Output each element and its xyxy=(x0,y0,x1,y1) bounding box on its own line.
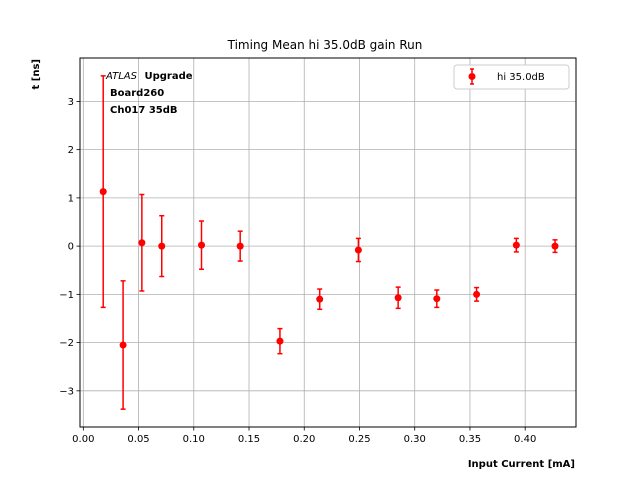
data-point xyxy=(276,337,284,345)
legend-label: hi 35.0dB xyxy=(497,72,545,83)
channel-label: Ch017 35dB xyxy=(110,105,178,116)
chart-title: Timing Mean hi 35.0dB gain Run xyxy=(227,38,423,52)
y-axis-label: t [ns] xyxy=(31,59,42,89)
data-point xyxy=(158,242,166,250)
atlas-label: ATLAS xyxy=(105,71,138,82)
x-tick-label: 0.05 xyxy=(127,434,149,445)
board-label: Board260 xyxy=(110,88,164,99)
data-point xyxy=(354,246,362,254)
y-tick-label: −2 xyxy=(59,338,74,349)
x-tick-label: 0.20 xyxy=(293,434,315,445)
grid xyxy=(80,58,576,427)
x-tick-label: 0.15 xyxy=(238,434,260,445)
data-point xyxy=(236,242,244,250)
x-tick-label: 0.00 xyxy=(72,434,94,445)
x-tick-label: 0.40 xyxy=(514,434,536,445)
data-point xyxy=(551,242,559,250)
y-tick-label: 0 xyxy=(68,242,74,253)
x-tick-label: 0.35 xyxy=(459,434,481,445)
data-point xyxy=(198,241,206,249)
x-tick-label: 0.25 xyxy=(348,434,370,445)
legend-box xyxy=(453,64,570,90)
y-tick-label: −3 xyxy=(59,386,74,397)
x-tick-label: 0.30 xyxy=(404,434,426,445)
data-point xyxy=(99,188,107,196)
x-axis-label: Input Current [mA] xyxy=(468,459,575,470)
y-tick-label: −1 xyxy=(59,290,74,301)
y-axis-ticks: −3 −2 −1 0 1 2 3 xyxy=(59,97,80,397)
x-axis-ticks: 0.00 0.05 0.10 0.15 0.20 0.25 0.30 0.35 0.40 xyxy=(72,427,536,445)
y-tick-label: 3 xyxy=(68,97,74,108)
data-point xyxy=(316,295,324,303)
data-points xyxy=(99,188,559,349)
upgrade-label: Upgrade xyxy=(144,71,192,82)
y-tick-label: 1 xyxy=(68,193,74,204)
atlas-annotation: ATLAS Upgrade Board260 Ch017 35dB xyxy=(105,71,193,116)
y-tick-label: 2 xyxy=(68,145,74,156)
data-point xyxy=(512,241,520,249)
data-point xyxy=(394,294,402,302)
plot-frame xyxy=(79,57,577,428)
data-point xyxy=(119,341,127,349)
legend: hi 35.0dB xyxy=(453,64,570,90)
legend-marker xyxy=(468,73,476,80)
data-point xyxy=(138,239,146,247)
data-point xyxy=(473,290,481,298)
data-point xyxy=(433,295,441,303)
svg-text:ATLAS Upgrade: ATLAS Upgrade xyxy=(105,71,193,82)
x-tick-label: 0.10 xyxy=(183,434,205,445)
